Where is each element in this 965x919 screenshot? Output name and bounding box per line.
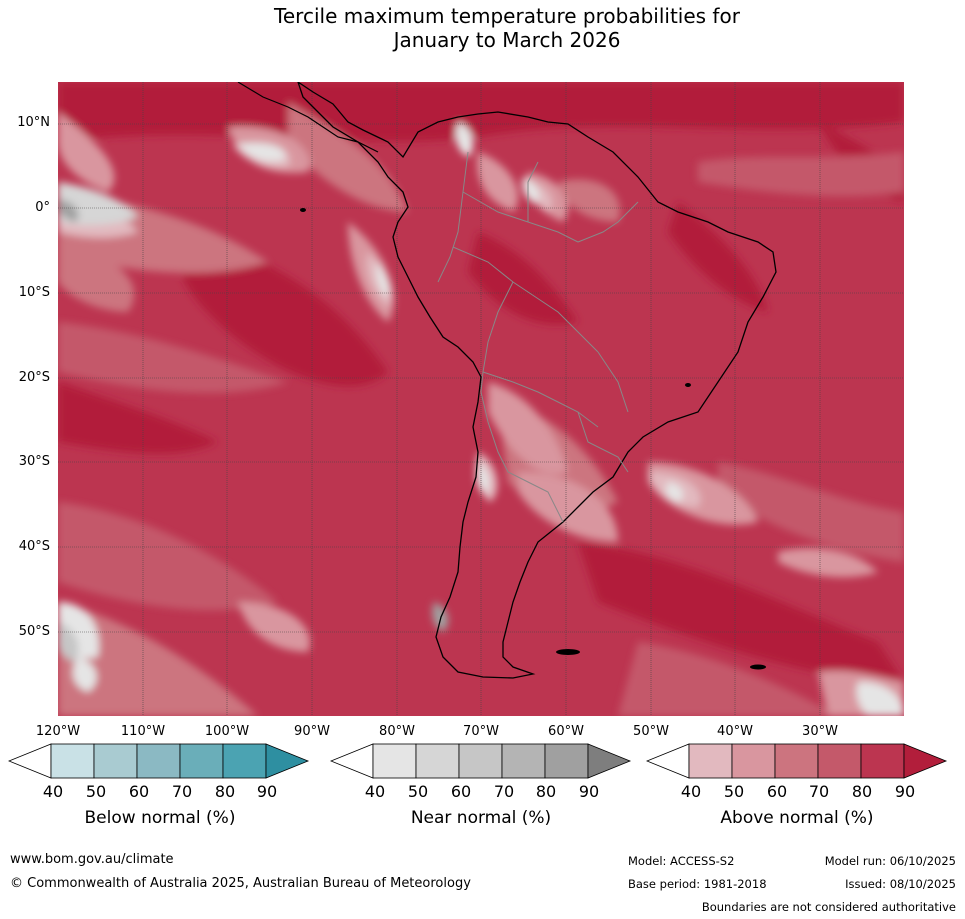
footer-disclaimer: Boundaries are not considered authoritat…: [701, 900, 956, 914]
colorbar-bin-2: [93, 743, 138, 779]
footer-issued: Issued: 08/10/2025: [845, 877, 956, 891]
colorbar-bin-5: [860, 743, 905, 779]
central-america-coastline: [237, 82, 379, 153]
lon-label-90w: 90°W: [294, 724, 330, 739]
tick-below-60: 60: [128, 782, 150, 801]
probability-field: [58, 82, 904, 716]
colorbar-bin-3: [774, 743, 819, 779]
colorbar-extend-low: [330, 743, 374, 779]
colorbar-bin-5: [544, 743, 589, 779]
tick-above-90: 90: [894, 782, 916, 801]
colorbar-bin-2: [415, 743, 460, 779]
colorbar-bin-3: [458, 743, 503, 779]
lat-label-0: 0°: [35, 200, 50, 215]
tick-near-70: 70: [493, 782, 515, 801]
colorbar-extend-high: [265, 743, 310, 779]
title-line-2: January to March 2026: [393, 28, 621, 52]
colorbar-above-normal: [646, 743, 948, 779]
map-title: Tercile maximum temperature probabilitie…: [0, 4, 965, 52]
footer-copyright: © Commonwealth of Australia 2025, Austra…: [10, 876, 471, 891]
footer-website[interactable]: www.bom.gov.au/climate: [10, 852, 174, 867]
colorbar-extend-low: [646, 743, 690, 779]
footer-base-period: Base period: 1981-2018: [628, 877, 767, 891]
colorbar-bin-4: [501, 743, 546, 779]
colorbar-bin-5: [222, 743, 267, 779]
graticule: [58, 82, 904, 716]
footer-model: Model: ACCESS-S2: [628, 854, 735, 868]
colorbar-title-below: Below normal (%): [84, 808, 236, 828]
probability-map: [58, 82, 904, 716]
colorbar-bin-3: [136, 743, 181, 779]
tick-near-40: 40: [364, 782, 386, 801]
south-america-coastline: [297, 82, 777, 679]
colorbar-bin-4: [817, 743, 862, 779]
lon-label-120w: 120°W: [35, 724, 81, 739]
colorbar-extend-low: [8, 743, 52, 779]
lon-label-50w: 50°W: [633, 724, 669, 739]
lat-label-40s: 40°S: [18, 539, 50, 554]
lat-label-20s: 20°S: [18, 370, 50, 385]
lat-label-10n: 10°N: [17, 115, 50, 130]
tick-above-50: 50: [723, 782, 745, 801]
lon-label-100w: 100°W: [204, 724, 250, 739]
lat-label-30s: 30°S: [18, 454, 50, 469]
colorbar-extend-high: [587, 743, 632, 779]
lon-label-110w: 110°W: [120, 724, 166, 739]
colorbar-bin-4: [179, 743, 224, 779]
lon-label-70w: 70°W: [463, 724, 499, 739]
colorbar-title-near: Near normal (%): [410, 808, 552, 828]
colorbar-bin-1: [688, 743, 733, 779]
lon-label-80w: 80°W: [379, 724, 415, 739]
colorbar-bin-2: [731, 743, 776, 779]
lon-label-60w: 60°W: [548, 724, 584, 739]
colorbar-bin-1: [50, 743, 95, 779]
tick-near-90: 90: [578, 782, 600, 801]
tick-near-60: 60: [450, 782, 472, 801]
tick-below-80: 80: [214, 782, 236, 801]
tick-below-40: 40: [42, 782, 64, 801]
colorbar-extend-high: [903, 743, 948, 779]
islands: [300, 208, 766, 670]
colorbar-bin-1: [372, 743, 417, 779]
lon-label-40w: 40°W: [717, 724, 753, 739]
colorbar-title-above: Above normal (%): [720, 808, 874, 828]
footer-model-run: Model run: 06/10/2025: [824, 854, 956, 868]
tick-above-40: 40: [680, 782, 702, 801]
tick-below-70: 70: [171, 782, 193, 801]
colorbar-near-normal: [330, 743, 632, 779]
lon-label-30w: 30°W: [802, 724, 838, 739]
colorbar-below-normal: [8, 743, 310, 779]
country-borders: [437, 151, 639, 523]
title-line-1: Tercile maximum temperature probabilitie…: [274, 4, 740, 28]
tick-near-80: 80: [535, 782, 557, 801]
tick-above-80: 80: [851, 782, 873, 801]
tick-above-70: 70: [808, 782, 830, 801]
tick-below-90: 90: [256, 782, 278, 801]
tick-below-50: 50: [85, 782, 107, 801]
lat-label-50s: 50°S: [18, 624, 50, 639]
lat-label-10s: 10°S: [18, 285, 50, 300]
tick-near-50: 50: [407, 782, 429, 801]
map-canvas: [58, 82, 904, 716]
tick-above-60: 60: [766, 782, 788, 801]
